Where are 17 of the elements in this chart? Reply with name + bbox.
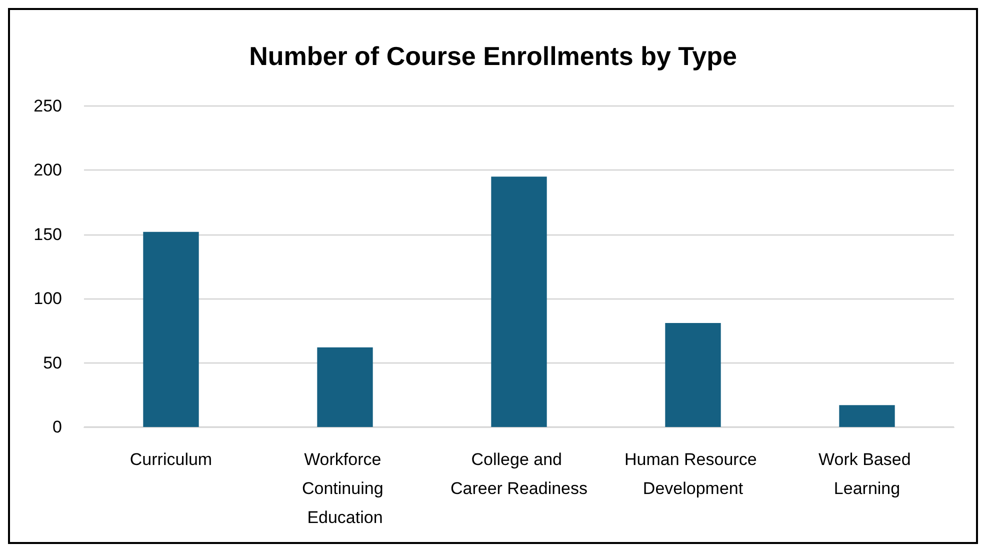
x-tick-label: College and Career Readiness <box>450 450 588 498</box>
bar <box>665 322 721 427</box>
chart-title: Number of Course Enrollments by Type <box>249 41 737 71</box>
y-tick-label: 0 <box>52 418 62 436</box>
y-tick-label: 50 <box>43 353 62 372</box>
bar <box>491 176 547 427</box>
bar <box>317 347 373 427</box>
y-tick-label: 100 <box>34 289 62 308</box>
y-tick-label: 150 <box>34 224 62 244</box>
x-tick-label: Workforce Continuing Education <box>302 450 388 527</box>
x-tick-label: Curriculum <box>130 450 212 469</box>
x-tick-label: Human Resource Development <box>624 450 762 498</box>
bar <box>839 405 895 427</box>
y-tick-label: 250 <box>34 96 62 116</box>
y-tick-label: 200 <box>34 160 62 180</box>
x-tick-label: Work Based Learning <box>818 450 916 498</box>
bar <box>143 232 199 427</box>
